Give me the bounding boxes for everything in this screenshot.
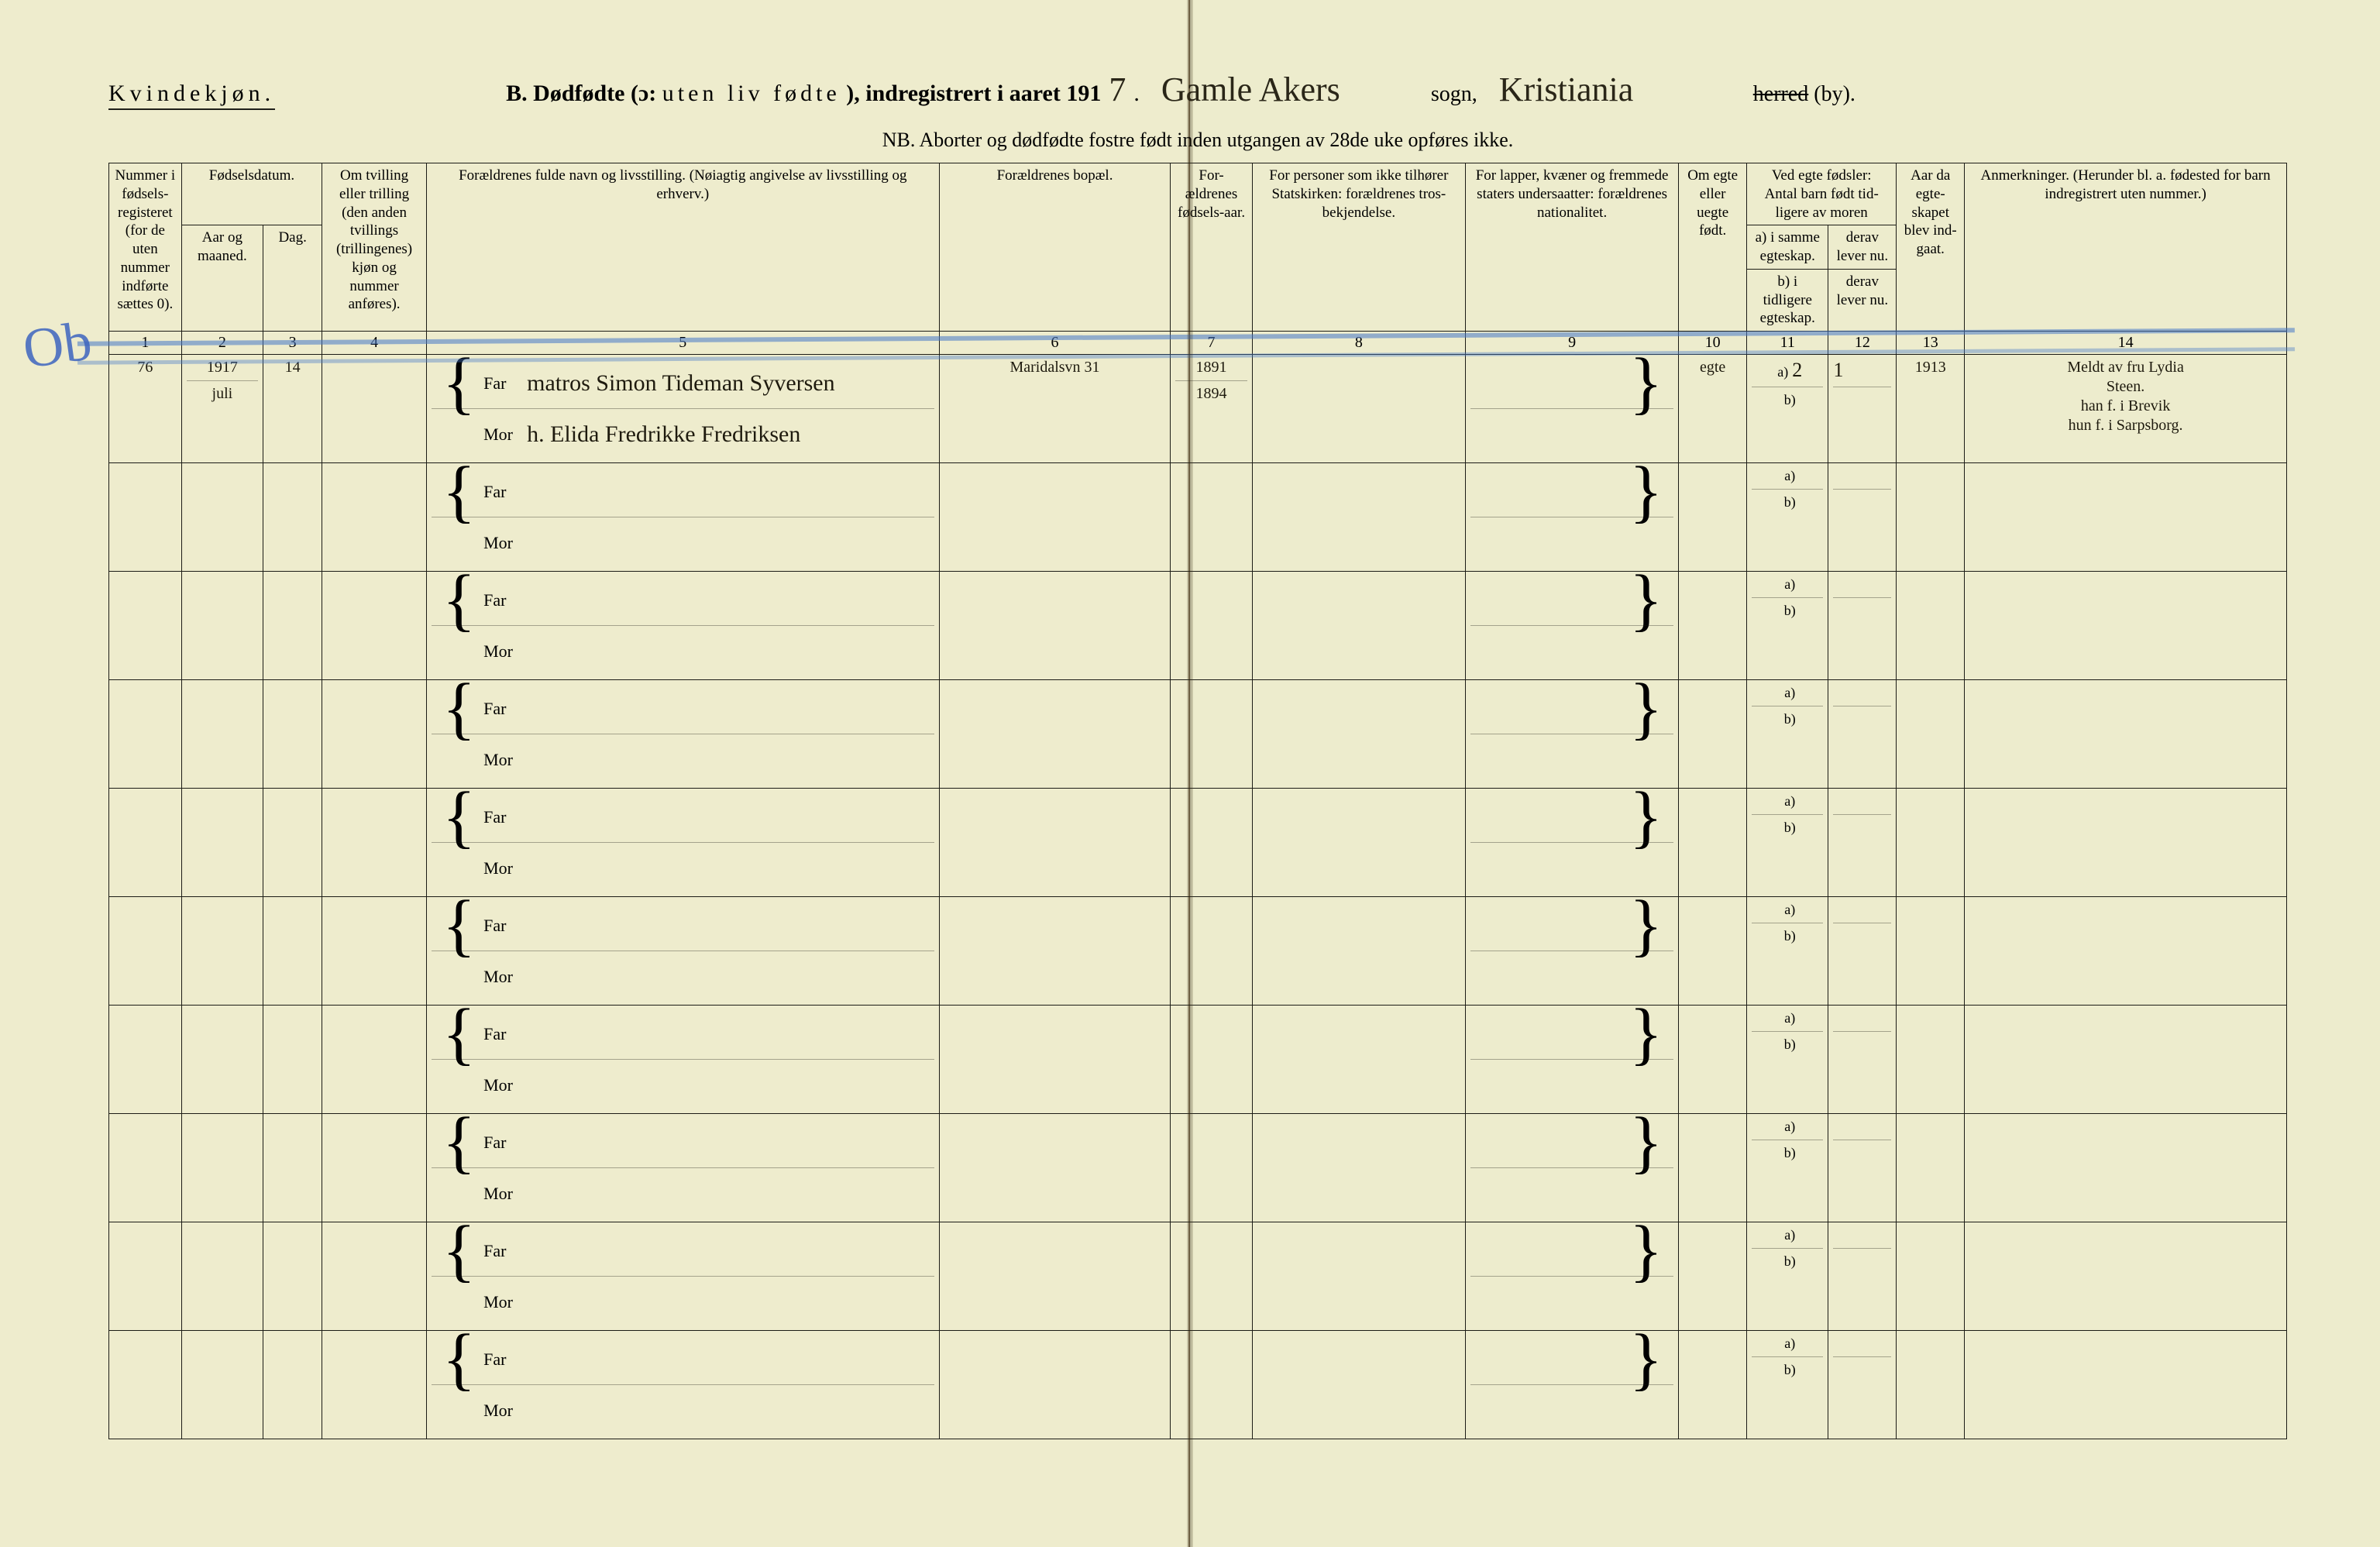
entry-legitimacy: egte	[1679, 355, 1747, 463]
col-6-header: Forældrenes bopæl.	[939, 163, 1171, 332]
column-number-row: 1 2 3 4 5 6 7 8 9 10 11 12 13 14	[109, 332, 2287, 355]
col-11-12-top: Ved egte fødsler: Antal barn født tid-li…	[1747, 163, 1897, 225]
label-herred: herred (by).	[1753, 82, 1856, 107]
blank-row: {Far{Mor}}a)b)	[109, 463, 2287, 572]
col-1-header: Nummer i fødsels-registeret (for de uten…	[109, 163, 182, 332]
col-13-header: Aar da egte-skapet blev ind-gaat.	[1897, 163, 1965, 332]
district-handwritten: Kristiania	[1491, 70, 1739, 109]
entry-parents-names: { Far matros Simon Tideman Syversen { Mo…	[426, 355, 939, 463]
col-14-header: Anmerkninger. (Herunder bl. a. fødested …	[1965, 163, 2287, 332]
page-content: Kvindekjøn. B. Dødfødte (ɔ: uten liv fød…	[108, 70, 2287, 1439]
entry-day: 14	[263, 355, 322, 463]
col-11b-header: b) i tidligere egteskap.	[1747, 269, 1828, 331]
col-2-group-header: Fødselsdatum.	[181, 163, 322, 225]
entry-col11: a) 2 b)	[1747, 355, 1828, 463]
blank-row: {Far{Mor}}a)b)	[109, 1222, 2287, 1331]
entry-nationality: } }	[1465, 355, 1678, 463]
col-7-header: For-ældrenes fødsels-aar.	[1171, 163, 1252, 332]
blank-row: {Far{Mor}}a)b)	[109, 897, 2287, 1006]
entry-number: 76	[109, 355, 182, 463]
blank-row: {Far{Mor}}a)b)	[109, 1006, 2287, 1114]
parish-handwritten: Gamle Akers	[1154, 70, 1417, 109]
father-name: matros Simon Tideman Syversen	[527, 369, 835, 398]
mother-name: h. Elida Fredrikke Fredriksen	[527, 420, 800, 449]
margin-annotation: Ob	[19, 308, 96, 381]
table-body: 76 1917 juli 14 { Far matros Simon Tidem…	[109, 355, 2287, 1439]
col-2b-header: Dag.	[263, 225, 322, 332]
col-8-header: For personer som ikke tilhører Statskirk…	[1252, 163, 1465, 332]
col-2a-header: Aar og maaned.	[181, 225, 263, 332]
col-12a-header: derav lever nu.	[1828, 225, 1897, 270]
blank-row: {Far{Mor}}a)b)	[109, 680, 2287, 789]
entry-remarks: Meldt av fru Lydia Steen. han f. i Brevi…	[1965, 355, 2287, 463]
blank-row: {Far{Mor}}a)b)	[109, 1331, 2287, 1439]
table-header: Nummer i fødsels-registeret (for de uten…	[109, 163, 2287, 355]
year-handwritten: 7	[1101, 70, 1133, 108]
col-5-header: Forældrenes fulde navn og livsstilling. …	[426, 163, 939, 332]
label-sogn: sogn,	[1431, 82, 1477, 107]
blank-row: {Far{Mor}}a)b)	[109, 1114, 2287, 1222]
entry-row: 76 1917 juli 14 { Far matros Simon Tidem…	[109, 355, 2287, 463]
entry-year-month: 1917 juli	[181, 355, 263, 463]
entry-twin	[322, 355, 427, 463]
register-table: Nummer i fødsels-registeret (for de uten…	[108, 163, 2287, 1439]
entry-confession	[1252, 355, 1465, 463]
nb-note: NB. Aborter og dødfødte fostre født inde…	[108, 129, 2287, 152]
col-4-header: Om tvilling eller trilling (den anden tv…	[322, 163, 427, 332]
col-11a-header: a) i samme egteskap.	[1747, 225, 1828, 270]
form-title: B. Dødfødte (ɔ: uten liv fødte ), indreg…	[506, 70, 1140, 109]
col-10-header: Om egte eller uegte født.	[1679, 163, 1747, 332]
entry-col12: 1	[1828, 355, 1897, 463]
entry-marriage-year: 1913	[1897, 355, 1965, 463]
entry-address: Maridalsvn 31	[939, 355, 1171, 463]
header-line-1: Kvindekjøn. B. Dødfødte (ɔ: uten liv fød…	[108, 70, 2287, 110]
entry-parent-birthyears: 1891 1894	[1171, 355, 1252, 463]
col-12b-header: derav lever nu.	[1828, 269, 1897, 331]
gender-heading: Kvindekjøn.	[108, 81, 275, 110]
blank-row: {Far{Mor}}a)b)	[109, 789, 2287, 897]
document-page: Ob Kvindekjøn. B. Dødfødte (ɔ: uten liv …	[0, 0, 2380, 1547]
blank-row: {Far{Mor}}a)b)	[109, 572, 2287, 680]
col-9-header: For lapper, kvæner og fremmede staters u…	[1465, 163, 1678, 332]
